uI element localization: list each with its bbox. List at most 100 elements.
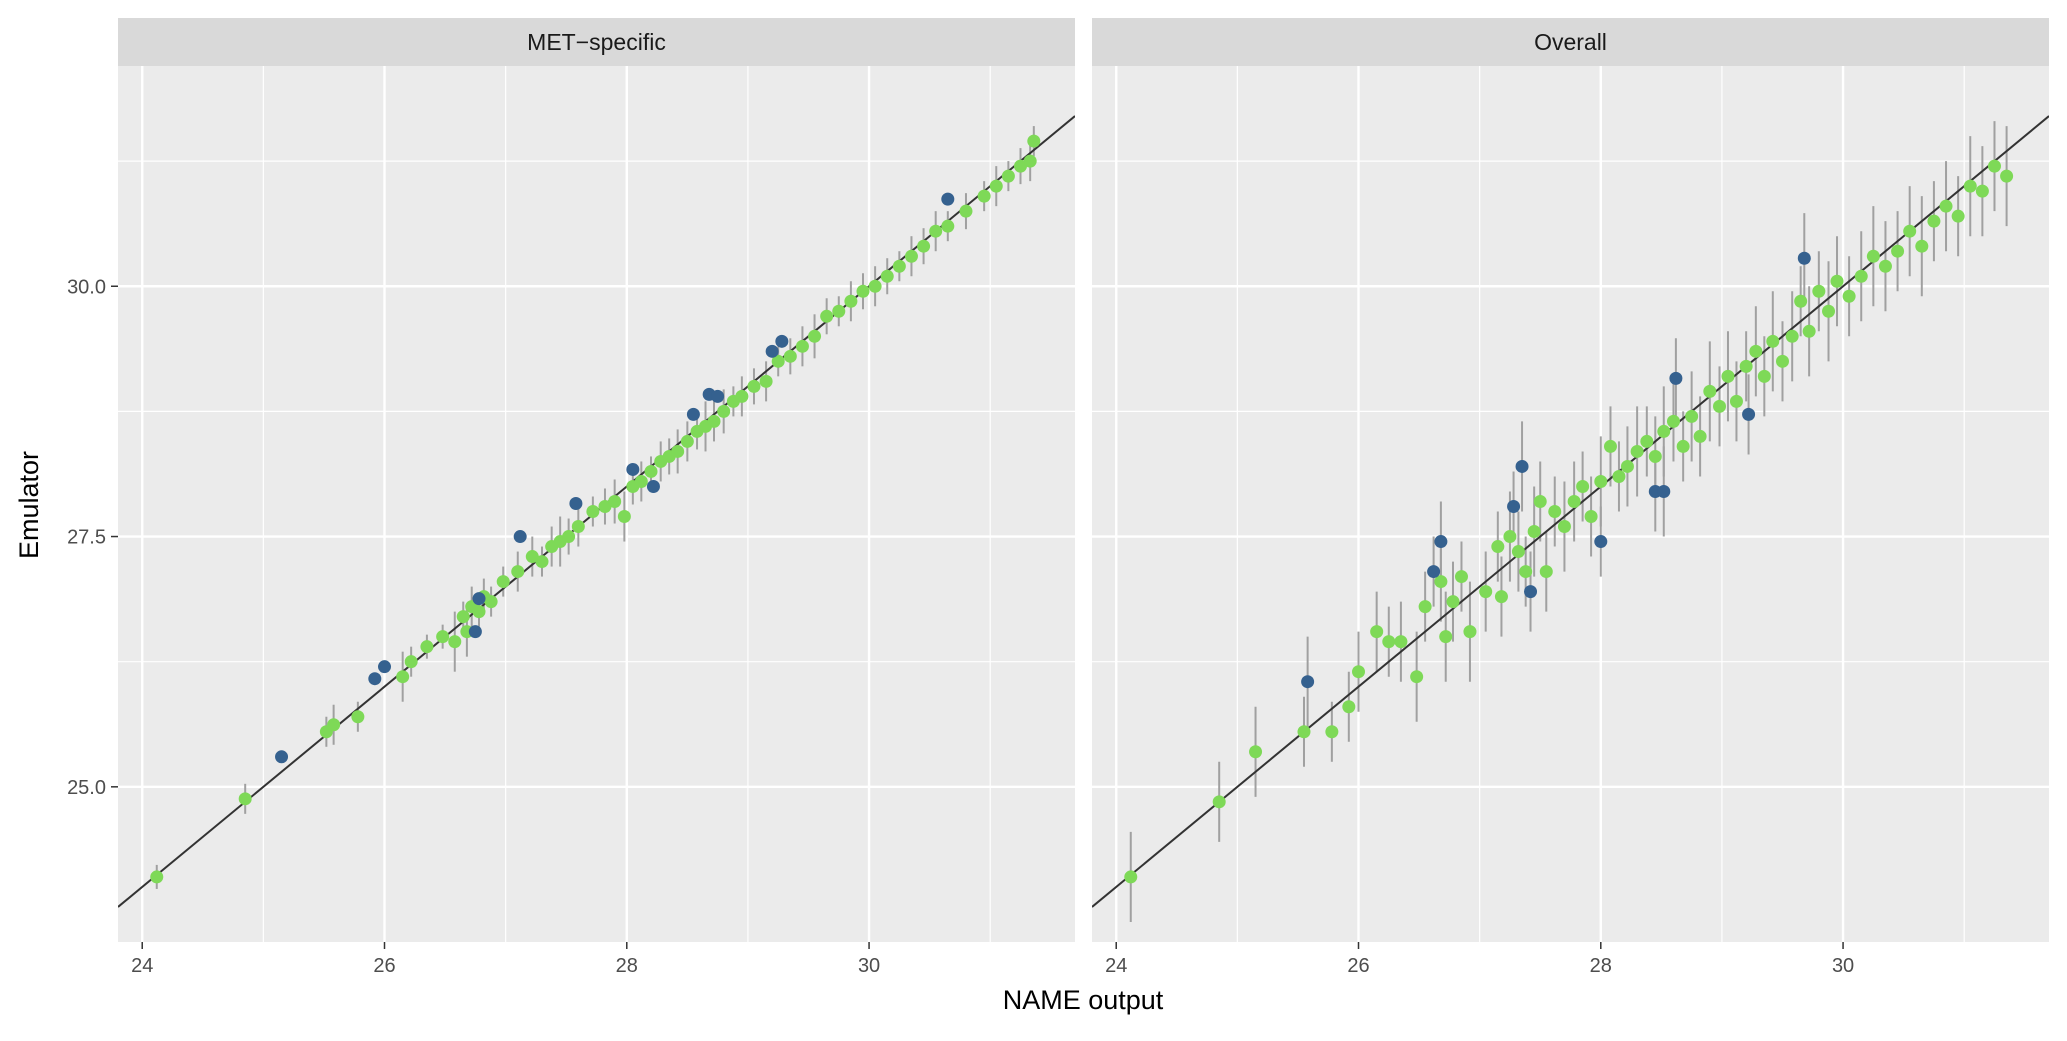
data-point-green xyxy=(717,404,731,418)
data-point-green xyxy=(617,510,631,524)
data-point-blue xyxy=(711,389,725,403)
data-point-green xyxy=(1951,209,1965,223)
data-point-green xyxy=(404,655,418,669)
data-point-green xyxy=(941,219,955,233)
data-point-blue xyxy=(468,625,482,639)
data-point-green xyxy=(608,494,622,508)
data-point-green xyxy=(868,279,882,293)
data-point-green xyxy=(680,434,694,448)
data-point-green xyxy=(571,520,585,534)
data-point-green xyxy=(150,870,164,884)
data-point-green xyxy=(1915,239,1929,253)
data-point-green xyxy=(1446,595,1460,609)
data-point-green xyxy=(2000,169,2014,183)
data-point-green xyxy=(238,792,252,806)
data-point-green xyxy=(1594,474,1608,488)
data-layer xyxy=(1092,115,2049,922)
data-point-green xyxy=(1463,625,1477,639)
data-point-green xyxy=(1519,565,1533,579)
data-point-green xyxy=(1382,635,1396,649)
data-point-green xyxy=(771,354,785,368)
data-point-green xyxy=(525,550,539,564)
data-point-green xyxy=(1830,274,1844,288)
data-point-green xyxy=(1342,700,1356,714)
data-point-green xyxy=(1297,725,1311,739)
data-point-green xyxy=(1394,635,1408,649)
data-layer xyxy=(118,115,1075,908)
x-tick-label: 28 xyxy=(1590,955,1612,977)
data-point-green xyxy=(1124,870,1138,884)
data-point-green xyxy=(1013,159,1027,173)
data-point-green xyxy=(1842,289,1856,303)
data-point-green xyxy=(1620,459,1634,473)
data-point-blue xyxy=(1434,535,1448,549)
data-point-green xyxy=(904,249,918,263)
data-point-blue xyxy=(626,462,640,476)
x-tick-label: 26 xyxy=(373,955,395,977)
data-point-green xyxy=(977,189,991,203)
data-point-green xyxy=(496,575,510,589)
data-point-green xyxy=(1249,745,1263,759)
x-tick-label: 24 xyxy=(131,955,153,977)
data-point-green xyxy=(1854,269,1868,283)
data-point-blue xyxy=(1301,675,1315,689)
data-point-blue xyxy=(765,344,779,358)
data-point-blue xyxy=(646,479,660,493)
data-point-green xyxy=(1454,570,1468,584)
data-point-green xyxy=(535,555,549,569)
data-point-green xyxy=(1439,630,1453,644)
data-point-green xyxy=(456,610,470,624)
facet-strip xyxy=(118,18,1075,66)
data-point-green xyxy=(351,710,365,724)
data-point-green xyxy=(1527,525,1541,539)
data-point-green xyxy=(1975,184,1989,198)
y-axis-title: Emulator xyxy=(14,451,44,559)
data-point-green xyxy=(1739,359,1753,373)
data-point-green xyxy=(917,239,931,253)
data-point-green xyxy=(448,635,462,649)
data-point-blue xyxy=(1669,371,1683,385)
data-point-green xyxy=(1891,244,1905,258)
reference-line xyxy=(1092,115,2049,908)
data-point-blue xyxy=(368,672,382,686)
data-point-green xyxy=(1479,585,1493,599)
x-tick-label: 26 xyxy=(1347,955,1369,977)
data-point-green xyxy=(1775,354,1789,368)
facet-strip xyxy=(1092,18,2049,66)
data-point-green xyxy=(484,595,498,609)
x-tick-label: 24 xyxy=(1105,955,1127,977)
data-point-green xyxy=(1212,795,1226,809)
data-point-green xyxy=(1539,565,1553,579)
data-point-green xyxy=(880,269,894,283)
data-point-green xyxy=(1878,259,1892,273)
data-point-blue xyxy=(569,496,583,510)
data-point-green xyxy=(436,630,450,644)
data-point-green xyxy=(795,339,809,353)
x-tick-label: 28 xyxy=(616,955,638,977)
data-point-green xyxy=(1794,294,1808,308)
data-point-blue xyxy=(275,750,289,764)
panel-2: Overall 24 26 28 30 xyxy=(1092,18,2049,977)
data-point-green xyxy=(511,565,525,579)
data-point-green xyxy=(989,179,1003,193)
data-point-green xyxy=(929,224,943,238)
data-point-green xyxy=(759,374,773,388)
data-point-green xyxy=(856,284,870,298)
data-point-green xyxy=(420,640,434,654)
data-point-green xyxy=(1648,449,1662,463)
data-point-green xyxy=(820,309,834,323)
data-point-green xyxy=(1766,334,1780,348)
data-point-green xyxy=(472,605,486,619)
x-axis-title: NAME output xyxy=(1003,985,1164,1015)
data-point-green xyxy=(1721,369,1735,383)
data-point-green xyxy=(1630,444,1644,458)
data-point-green xyxy=(892,259,906,273)
data-point-green xyxy=(1749,344,1763,358)
data-point-green xyxy=(1418,600,1432,614)
data-point-green xyxy=(832,304,846,318)
data-point-green xyxy=(644,464,658,478)
data-point-green xyxy=(1693,429,1707,443)
panel-1: MET−specific 24 26 28 30 25.0 27.5 30.0 xyxy=(67,18,1075,977)
data-point-green xyxy=(1676,439,1690,453)
